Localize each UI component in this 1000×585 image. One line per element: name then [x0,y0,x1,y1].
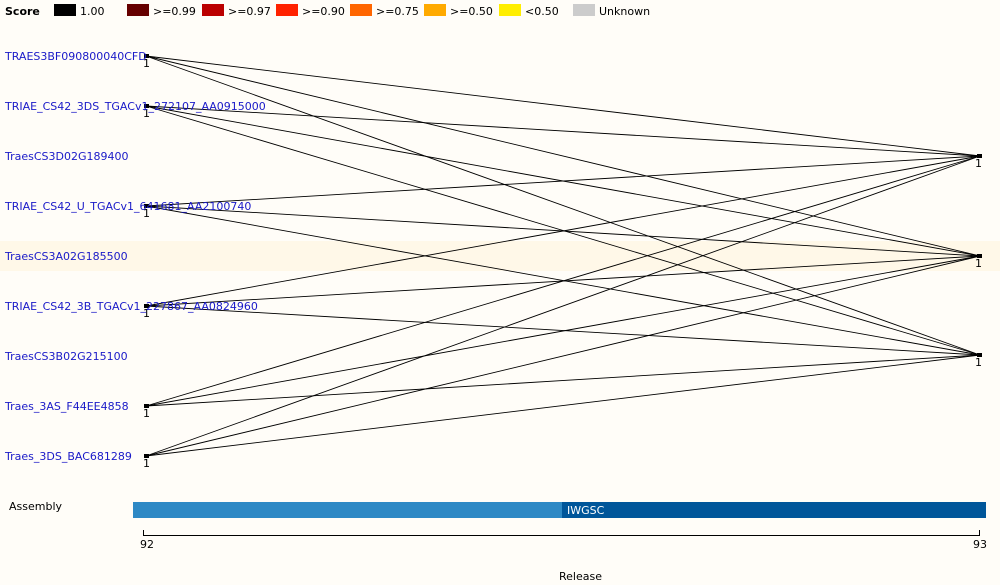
gene-link[interactable]: Traes_3DS_BAC681289 [5,450,132,463]
link-line [145,354,981,407]
legend-label: >=0.99 [153,5,196,18]
link-line [145,205,981,356]
link-line [145,55,981,157]
link-line [145,155,981,457]
node-count-label: 1 [143,107,150,120]
assembly-bar-release-92 [133,502,562,518]
node-count-label: 1 [975,157,982,170]
link-line [145,55,981,257]
link-line [145,155,981,307]
gene-link[interactable]: TRAES3BF090800040CFD [5,50,147,63]
legend-swatch [424,4,446,16]
assembly-bar-iwgsc: IWGSC [562,502,986,518]
legend-swatch [350,4,372,16]
gene-node [144,104,149,108]
node-count-label: 1 [143,207,150,220]
gene-node [977,254,982,258]
release-axis-title: Release [559,570,602,583]
legend-label: >=0.50 [450,5,493,18]
legend-title: Score [5,5,40,18]
assembly-label: Assembly [9,500,63,513]
gene-node [977,154,982,158]
node-count-label: 1 [975,257,982,270]
gene-node [144,204,149,208]
score-legend: Score 1.00 >=0.99 >=0.97 >=0.90 >=0.75 >… [0,0,1000,22]
gene-link[interactable]: TraesCS3B02G215100 [5,350,128,363]
node-count-label: 1 [975,356,982,369]
assembly-bar-label: IWGSC [567,504,605,517]
gene-node [977,353,982,357]
link-line [145,155,981,407]
gene-node [144,54,149,58]
gene-link[interactable]: TRIAE_CS42_U_TGACv1_641681_AA2100740 [5,200,252,213]
legend-swatch [573,4,595,16]
legend-label: 1.00 [80,5,105,18]
node-count-label: 1 [143,57,150,70]
release-tick-label: 93 [973,538,987,551]
link-line [145,255,981,457]
gene-link[interactable]: Traes_3AS_F44EE4858 [5,400,129,413]
link-line [145,354,981,457]
link-line [145,105,981,356]
gene-link[interactable]: TRIAE_CS42_3DS_TGACv1_272107_AA0915000 [5,100,266,113]
link-line [145,305,981,356]
release-axis-line [143,530,980,536]
gene-node [144,404,149,408]
link-line [145,155,981,207]
legend-swatch [499,4,521,16]
release-tick-label: 92 [140,538,154,551]
legend-label: >=0.90 [302,5,345,18]
legend-label: <0.50 [525,5,559,18]
legend-label: >=0.97 [228,5,271,18]
legend-swatch [276,4,298,16]
node-count-label: 1 [143,407,150,420]
gene-node [144,304,149,308]
legend-label: >=0.75 [376,5,419,18]
gene-link[interactable]: TraesCS3A02G185500 [5,250,128,263]
legend-swatch [127,4,149,16]
link-line [145,255,981,407]
gene-node [144,454,149,458]
node-count-label: 1 [143,307,150,320]
link-line [145,105,981,157]
legend-swatch [54,4,76,16]
legend-swatch [202,4,224,16]
link-line [145,55,981,356]
gene-link[interactable]: TRIAE_CS42_3B_TGACv1_227867_AA0824960 [5,300,258,313]
node-count-label: 1 [143,457,150,470]
gene-link[interactable]: TraesCS3D02G189400 [5,150,129,163]
legend-label: Unknown [599,5,651,18]
selected-row-highlight [0,241,1000,271]
